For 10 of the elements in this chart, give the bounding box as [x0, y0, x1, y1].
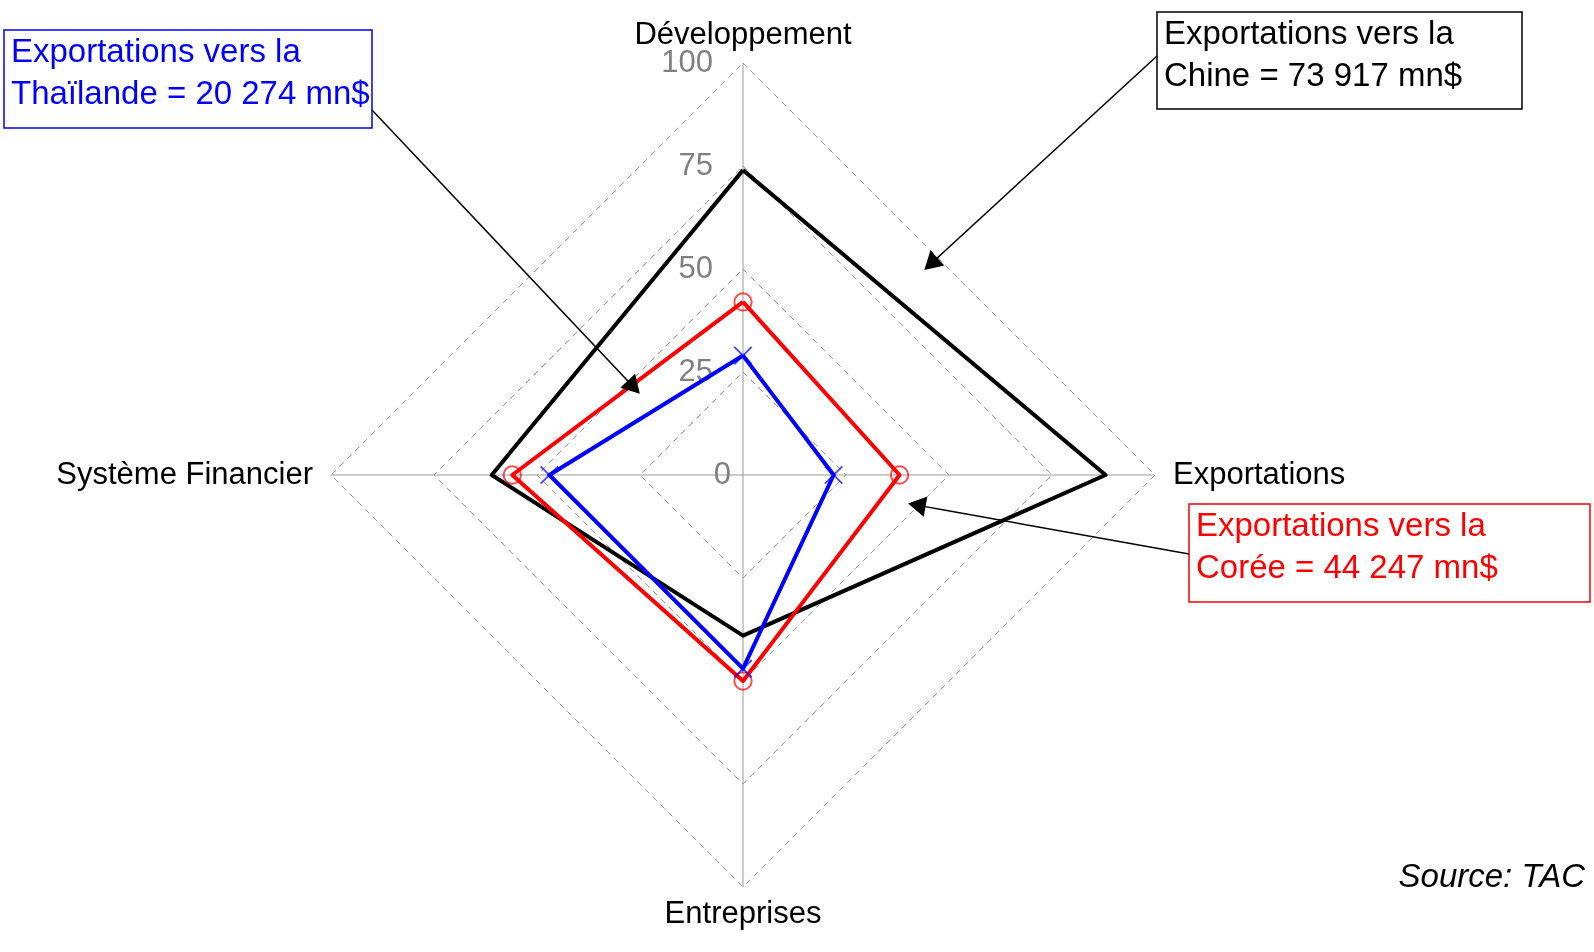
spoke-label: Entreprises	[664, 895, 822, 930]
text: Exportations vers la Thaïlande = 20 274 mn$	[11, 32, 370, 111]
y-tick-label: 75	[678, 147, 713, 182]
text: Exportations vers la Corée = 44 247 mn$	[1196, 506, 1498, 585]
y-tick-label: 0	[713, 456, 731, 491]
text: Exportations vers la Chine = 73 917 mn$	[1164, 14, 1463, 93]
spoke-label: Exportations	[1173, 456, 1346, 491]
source-note: Source: TAC	[1398, 857, 1587, 894]
y-tick-label: 50	[678, 250, 713, 285]
spoke-label: Système Financier	[56, 456, 313, 491]
